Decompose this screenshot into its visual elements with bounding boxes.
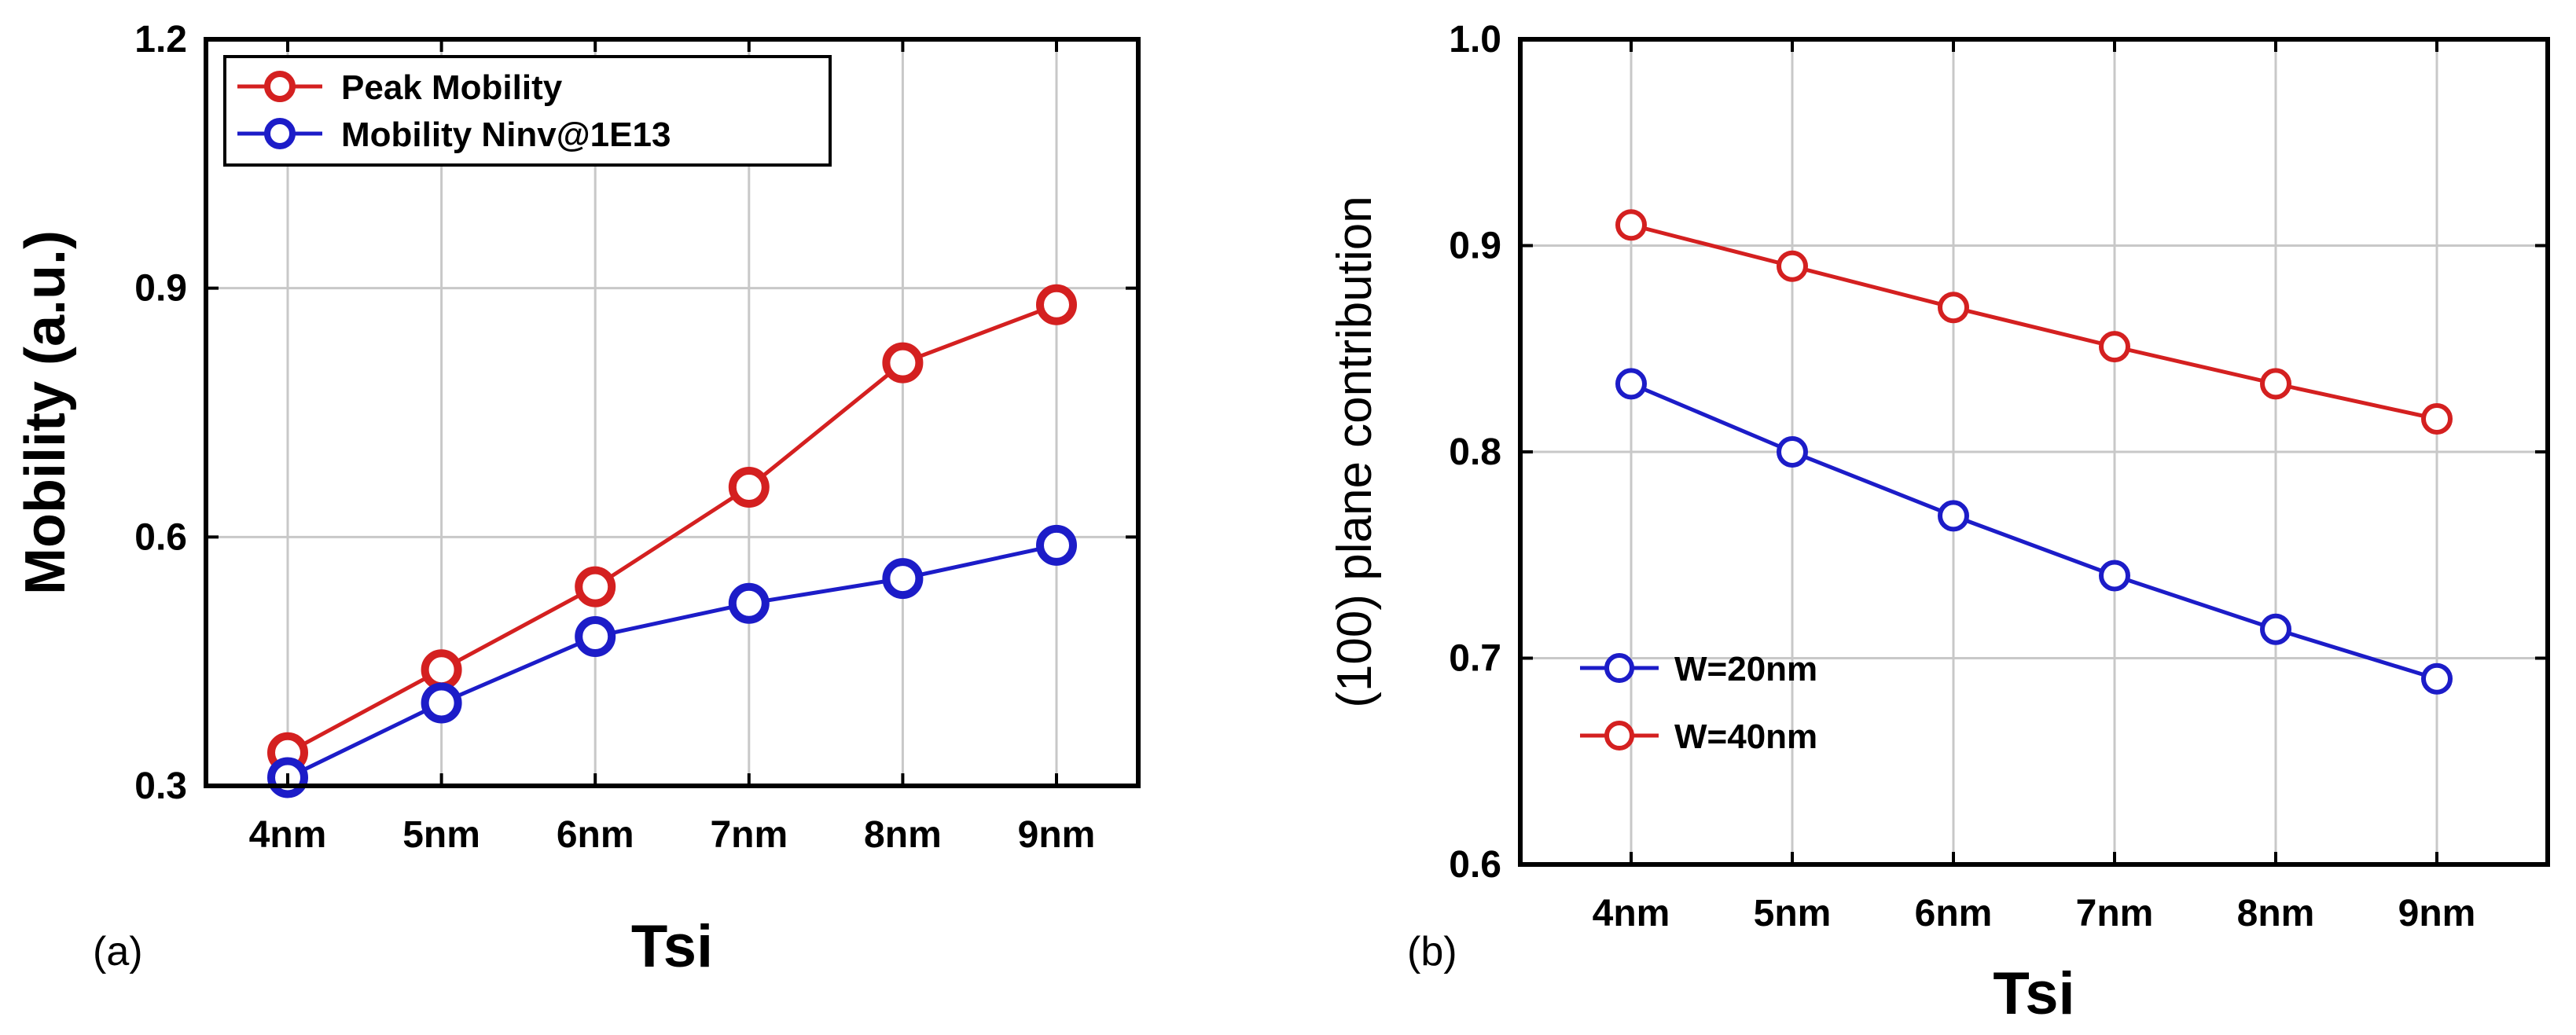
x-tick-label: 9nm xyxy=(1018,814,1096,856)
data-point xyxy=(1036,524,1077,566)
data-point xyxy=(1615,209,1647,241)
series-line xyxy=(1630,222,2438,421)
data-point xyxy=(1777,250,1808,282)
data-point xyxy=(2260,613,2291,645)
series-line xyxy=(286,543,1057,780)
data-point xyxy=(2421,403,2453,435)
legend-marker xyxy=(1604,653,1634,683)
panel-label-b: (b) xyxy=(1407,929,1457,974)
x-axis-title-a: Tsi xyxy=(631,913,713,980)
y-tick-label: 1.2 xyxy=(134,19,187,61)
legend-label: W=40nm xyxy=(1674,718,1817,756)
y-tick-label: 1.0 xyxy=(1449,19,1501,61)
data-point xyxy=(882,342,924,384)
data-point xyxy=(728,582,770,624)
panel-label-a: (a) xyxy=(93,929,143,974)
x-tick-label: 8nm xyxy=(864,814,942,856)
x-tick-label: 8nm xyxy=(2237,893,2315,934)
x-tick-label: 5nm xyxy=(1754,893,1832,934)
data-point xyxy=(1777,436,1808,468)
y-tick-label: 0.6 xyxy=(134,516,187,558)
x-tick-label: 9nm xyxy=(2398,893,2476,934)
data-point xyxy=(2260,368,2291,400)
series-b xyxy=(1615,209,2453,695)
y-tick-label: 0.6 xyxy=(1449,844,1501,886)
data-point xyxy=(2099,331,2130,363)
ticks-b: 4nm 5nm 6nm 7nm 8nm 9nm 0.6 0.7 0.8 0.9 1.0 xyxy=(1449,19,2548,934)
x-tick-label: 5nm xyxy=(402,814,480,856)
y-tick-label: 0.3 xyxy=(134,765,187,807)
x-tick-label: 7nm xyxy=(2076,893,2154,934)
chart-panel-b: 4nm 5nm 6nm 7nm 8nm 9nm 0.6 0.7 0.8 0.9 1.0 W=20nm… xyxy=(1328,19,2550,1027)
y-axis-title-a: Mobility (a.u.) xyxy=(14,230,77,595)
legend-box xyxy=(223,55,832,167)
y-tick-label: 0.8 xyxy=(1449,431,1501,473)
data-point xyxy=(882,558,924,600)
data-point xyxy=(1036,284,1077,325)
y-tick-label: 0.7 xyxy=(1449,638,1501,680)
legend-label: Mobility Ninv@1E13 xyxy=(341,116,671,154)
data-point xyxy=(421,649,462,691)
legend-b: W=20nm W=40nm xyxy=(1580,650,1817,756)
plot-frame-a xyxy=(204,37,1141,788)
data-point xyxy=(575,566,616,607)
chart-panel-a: 4nm 5nm 6nm 7nm 8nm 9nm 0.3 0.6 0.9 1.2 Peak Mobi… xyxy=(14,19,1141,980)
series-line xyxy=(1630,382,2438,681)
series-line xyxy=(286,303,1057,754)
x-tick-label: 4nm xyxy=(249,814,327,856)
data-point xyxy=(421,682,462,724)
data-point xyxy=(1938,500,1969,532)
x-tick-label: 6nm xyxy=(557,814,634,856)
legend-label: Peak Mobility xyxy=(341,68,563,107)
legend-marker xyxy=(264,71,296,102)
y-tick-label: 0.9 xyxy=(1449,226,1501,267)
x-axis-title-b: Tsi xyxy=(1993,960,2074,1027)
legend-label: W=20nm xyxy=(1674,650,1817,688)
x-tick-label: 6nm xyxy=(1915,893,1993,934)
data-point xyxy=(1938,292,1969,324)
data-point xyxy=(2421,662,2453,695)
legend-marker xyxy=(1604,721,1634,751)
y-tick-label: 0.9 xyxy=(134,268,187,310)
data-point xyxy=(1615,368,1647,400)
data-point xyxy=(575,616,616,657)
data-point xyxy=(728,467,770,508)
ticks-a: 4nm 5nm 6nm 7nm 8nm 9nm 0.3 0.6 0.9 1.2 xyxy=(134,19,1138,856)
x-tick-label: 7nm xyxy=(710,814,788,856)
x-tick-label: 4nm xyxy=(1593,893,1670,934)
legend-marker xyxy=(264,118,296,149)
series-a xyxy=(267,284,1077,798)
y-axis-title-b: (100) plane contribution xyxy=(1328,196,1382,707)
legend-a: Peak Mobility Mobility Ninv@1E13 xyxy=(223,55,832,167)
data-point xyxy=(2099,560,2130,592)
